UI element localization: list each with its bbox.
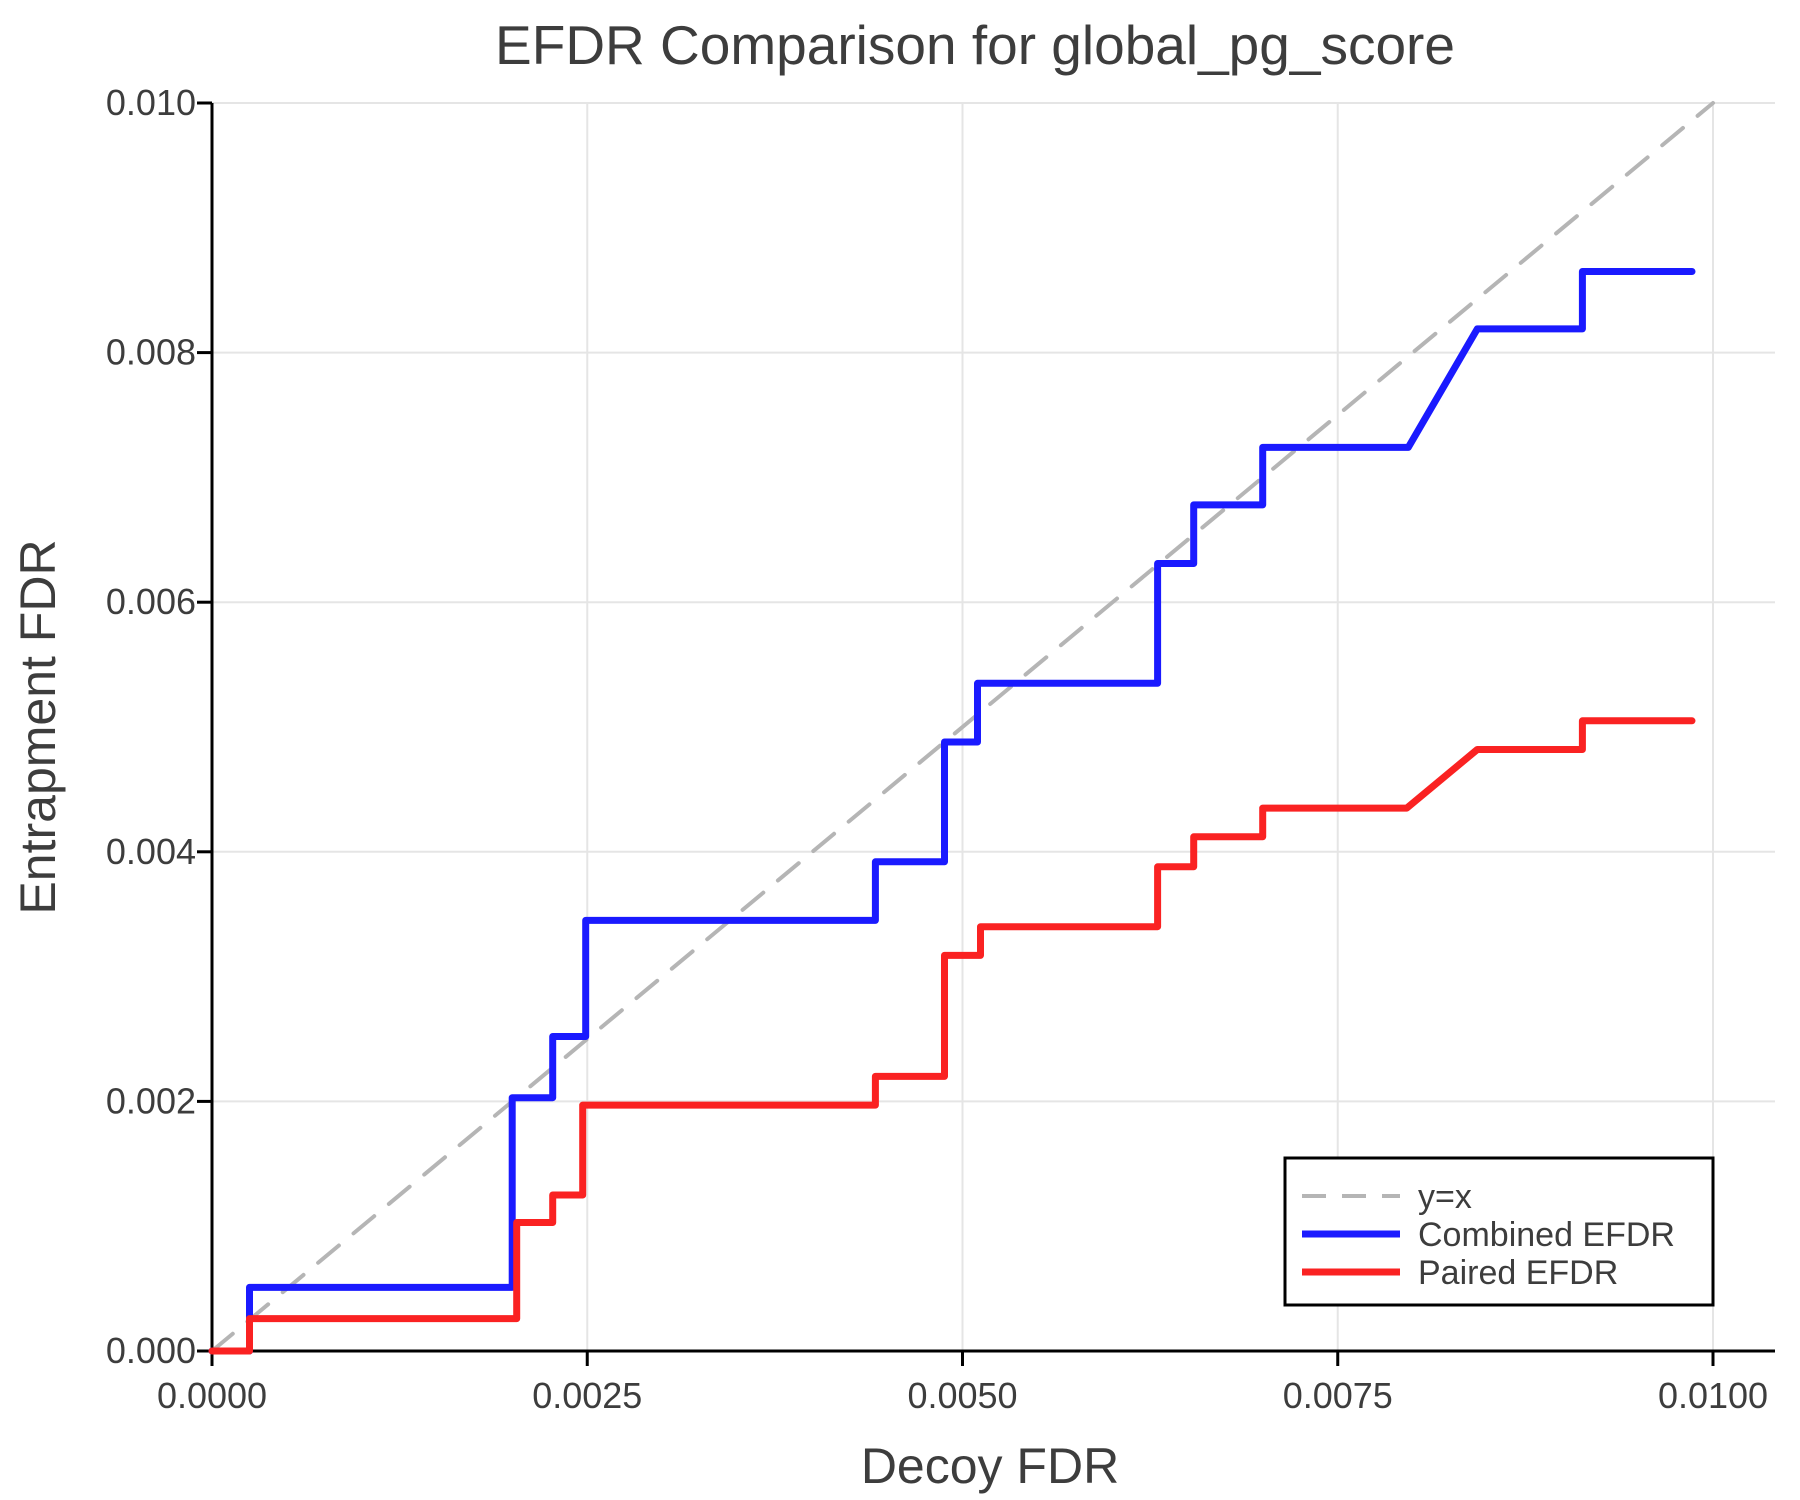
- legend-entry-paired-efdr[interactable]: Paired EFDR: [1302, 1254, 1618, 1292]
- y-tick-label: 0.006: [106, 581, 196, 622]
- legend-entry-combined-efdr[interactable]: Combined EFDR: [1302, 1216, 1675, 1254]
- legend-label-identity: y=x: [1418, 1178, 1472, 1216]
- y-tick-label: 0.000: [106, 1330, 196, 1371]
- series-combined-efdr: [208, 268, 1696, 1355]
- legend-label-paired-efdr: Paired EFDR: [1418, 1254, 1618, 1292]
- x-tick-label: 0.0050: [907, 1375, 1017, 1416]
- y-tick-label: 0.002: [106, 1080, 196, 1121]
- x-tick-label: 0.0100: [1658, 1375, 1768, 1416]
- x-tick-label: 0.0075: [1283, 1375, 1393, 1416]
- chart-title: EFDR Comparison for global_pg_score: [495, 14, 1455, 76]
- x-tick-label: 0.0025: [532, 1375, 642, 1416]
- y-tick-label: 0.008: [106, 332, 196, 373]
- gridlines: [212, 102, 1775, 1351]
- legend-label-combined-efdr: Combined EFDR: [1418, 1216, 1675, 1254]
- data-series: [208, 101, 1715, 1355]
- series-paired-efdr: [208, 717, 1696, 1355]
- x-axis-title: Decoy FDR: [861, 1438, 1119, 1494]
- tick-labels: 0.0000 0.0025 0.0050 0.0075 0.0100 0.000 0.002…: [106, 82, 1768, 1416]
- y-axis-title: Entrapment FDR: [10, 539, 66, 914]
- y-tick-label: 0.004: [106, 831, 196, 872]
- legend: y=x Combined EFDR Paired EFDR: [1283, 1156, 1715, 1307]
- y-tick-label: 0.010: [106, 82, 196, 123]
- x-tick-label: 0.0000: [157, 1375, 267, 1416]
- series-y-x: [210, 101, 1715, 1353]
- legend-entry-identity[interactable]: y=x: [1302, 1178, 1472, 1216]
